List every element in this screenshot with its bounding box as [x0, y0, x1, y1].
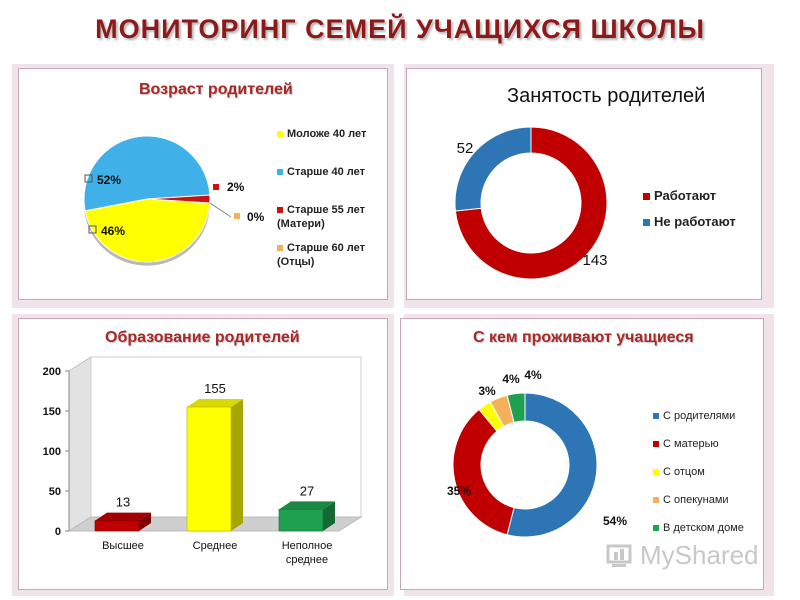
- live-donut-slice-1: [452, 408, 515, 536]
- emp-donut-label-1: 52: [457, 140, 474, 157]
- emp-legend-swatch-0: [643, 193, 650, 201]
- age-pie-chart: 46% 52% 2% 0%: [83, 135, 265, 266]
- live-legend-item-3: С опекунами: [653, 493, 729, 507]
- edu-bar-top-0: [95, 512, 151, 521]
- edu-bar-2: [278, 509, 324, 532]
- emp-legend-item-1: Не работают: [643, 215, 736, 229]
- live-legend-label-3: С опекунами: [663, 494, 729, 506]
- live-legend-item-2: С отцом: [653, 465, 705, 479]
- living-donut-chart: 54% 35% 3% 4% 4%: [447, 368, 627, 538]
- emp-donut-slice-1: [454, 126, 532, 212]
- live-legend-label-4: В детском доме: [663, 522, 744, 534]
- live-legend-item-1: С матерью: [653, 437, 719, 451]
- age-legend-item-1: Старше 40 лет: [277, 165, 385, 179]
- edu-bar-0: [94, 520, 140, 532]
- age-legend-swatch-1: [277, 169, 283, 176]
- live-legend-item-4: В детском доме: [653, 521, 744, 535]
- edu-bar-top-1: [187, 399, 243, 407]
- emp-donut-label-0: 143: [582, 252, 607, 269]
- watermark-text: MyShared: [640, 540, 759, 570]
- live-donut-label-3: 4%: [502, 372, 520, 386]
- edu-ytick-4: 200: [43, 366, 61, 378]
- slide-title: МОНИТОРИНГ СЕМЕЙ УЧАЩИХСЯ ШКОЛЫ: [95, 14, 705, 44]
- edu-ytick-1: 50: [49, 486, 61, 498]
- emp-legend-swatch-1: [643, 219, 650, 227]
- live-legend-label-1: С матерью: [663, 438, 719, 450]
- emp-legend-item-0: Работают: [643, 189, 716, 203]
- edu-bar-1: [186, 406, 232, 532]
- edu-bar-top-2: [279, 501, 335, 510]
- panel-education-title: Образование родителей: [105, 329, 300, 346]
- live-donut-slice-4: [506, 392, 526, 423]
- age-pie-label-2: 2%: [227, 180, 245, 194]
- emp-legend-label-1: Не работают: [654, 214, 736, 229]
- age-legend-swatch-2: [277, 207, 283, 214]
- age-legend-label-2: Старше 55 лет (Матери): [277, 204, 366, 230]
- panel-age: Возраст родителей 46% 52% 2% 0% Моложе 40 л…: [18, 68, 388, 300]
- edu-bar-side-0: [139, 512, 151, 531]
- edu-ytick-3: 150: [43, 406, 61, 418]
- age-legend-item-0: Моложе 40 лет: [277, 127, 385, 141]
- live-legend-label-0: С родителями: [663, 410, 736, 422]
- live-legend-swatch-0: [653, 413, 659, 420]
- age-legend-swatch-0: [277, 131, 283, 138]
- panel-employment-title: Занятость родителей: [507, 85, 706, 107]
- age-pie-label-3: 0%: [247, 210, 265, 224]
- emp-legend-label-0: Работают: [654, 188, 717, 203]
- age-legend-label-0: Моложе 40 лет: [287, 128, 367, 140]
- live-donut-label-4: 4%: [524, 368, 542, 382]
- employment-donut-chart: 143 52: [454, 126, 608, 280]
- edu-xtick-1: Среднее: [193, 540, 238, 552]
- age-pie-slice-0: [84, 198, 211, 263]
- live-legend-swatch-1: [653, 441, 659, 448]
- live-legend-item-0: С родителями: [653, 409, 735, 423]
- age-legend-item-3: Старше 60 лет (Отцы): [277, 241, 385, 269]
- age-legend-label-1: Старше 40 лет: [287, 166, 366, 178]
- live-donut-slice-0: [506, 392, 598, 538]
- edu-ytick-2: 100: [43, 446, 61, 458]
- live-legend-swatch-4: [653, 525, 659, 532]
- age-pie-label-0: 46%: [101, 224, 125, 238]
- edu-bar-value-2: 27: [300, 483, 314, 498]
- edu-ytick-0: 0: [55, 526, 61, 538]
- edu-bar-side-1: [231, 399, 243, 531]
- panel-employment: Занятость родителей 143 52 Работают Не раб…: [406, 68, 762, 300]
- live-donut-label-0: 54%: [603, 514, 627, 528]
- education-bar-chart: 0 50 100 150 200 13 Высшее 155 Среднее 27 Неполное…: [43, 356, 363, 566]
- age-legend-item-2: Старше 55 лет (Матери): [277, 203, 385, 231]
- watermark: MyShared: [606, 540, 759, 571]
- live-legend-label-2: С отцом: [663, 466, 705, 478]
- live-legend-swatch-3: [653, 497, 659, 504]
- edu-xtick-2: Неполное: [282, 540, 333, 552]
- panel-education: Образование родителей 0 50 100 150 200 13 Высш…: [18, 318, 388, 590]
- edu-xtick-2-line2: среднее: [286, 554, 328, 566]
- panel-living-title: С кем проживают учащиеся: [473, 329, 694, 346]
- live-donut-label-2: 3%: [478, 384, 496, 398]
- age-pie-slice-2: [146, 194, 211, 204]
- edu-bar-value-0: 13: [116, 495, 130, 510]
- live-donut-label-1: 35%: [447, 484, 471, 498]
- edu-bar-side-2: [323, 501, 335, 531]
- age-legend-label-3: Старше 60 лет (Отцы): [277, 242, 366, 268]
- emp-donut-slice-0: [454, 126, 608, 280]
- watermark-logo-icon: [606, 544, 632, 567]
- age-pie-slice-1: [83, 135, 211, 212]
- edu-xtick-0: Высшее: [102, 540, 144, 552]
- panel-living: С кем проживают учащиеся 54% 35% 3% 4% 4% С …: [400, 318, 764, 590]
- age-legend-swatch-3: [277, 245, 283, 252]
- panel-age-title: Возраст родителей: [139, 81, 293, 98]
- edu-bar-value-1: 155: [204, 381, 226, 396]
- live-legend-swatch-2: [653, 469, 659, 476]
- age-pie-label-1: 52%: [97, 173, 121, 187]
